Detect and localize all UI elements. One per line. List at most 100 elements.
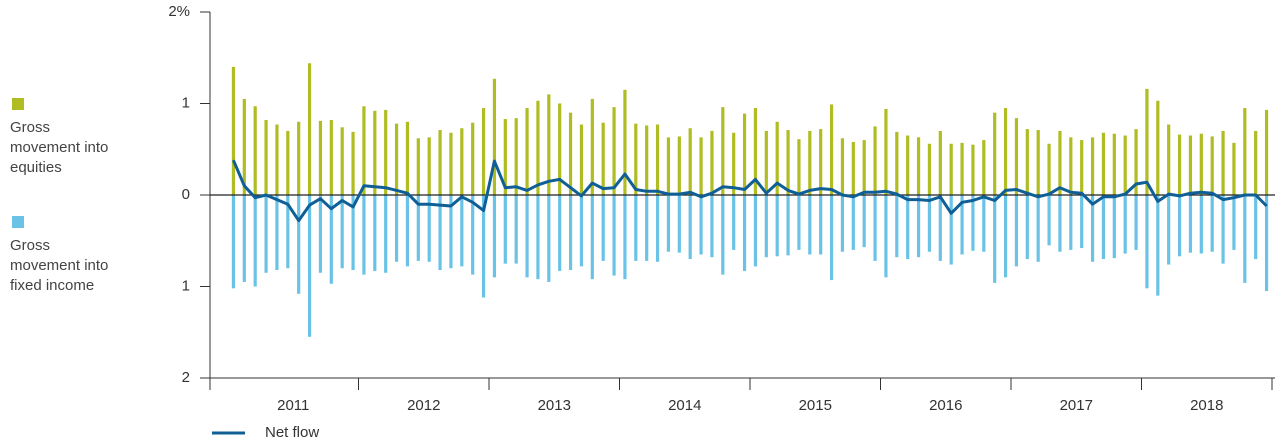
bar [547,195,551,282]
bar [688,128,692,195]
legend-label: Net flow [265,424,319,441]
x-tick-label: 2014 [668,397,701,414]
bar [297,121,301,195]
y-tick-label: 1 [182,94,190,111]
bar [253,106,257,195]
bar [340,195,344,269]
bar [1210,195,1214,252]
bar [634,123,638,195]
bar [275,124,279,195]
bar [449,132,453,195]
bar [1243,195,1247,283]
bar [1014,195,1019,267]
bar [460,195,464,267]
bar [362,106,366,195]
bar [579,195,584,267]
bar [286,195,290,269]
bar [884,195,888,278]
bar [1090,195,1095,262]
bar [1101,132,1106,195]
bar [742,195,747,271]
bar [1199,133,1203,195]
bar [1188,135,1193,195]
bar [1167,195,1171,265]
bar [786,130,790,195]
bar [840,138,845,195]
bar [960,195,964,255]
bar [481,195,486,298]
x-tick-label: 2017 [1060,397,1093,414]
bar [1112,133,1116,195]
bar [394,195,399,262]
bar [764,195,768,258]
net-flow-line [232,159,1268,223]
bar [307,195,312,337]
bar [677,136,681,195]
bar [1156,100,1160,195]
bar [536,100,540,195]
x-tick-label: 2015 [799,397,832,414]
bar [993,195,997,283]
bar [927,143,932,195]
bar [1243,108,1247,195]
x-tick-label: 2011 [277,397,309,414]
bar [1112,195,1116,259]
bar [829,195,834,281]
bar [1264,195,1269,292]
bar [819,129,823,195]
bar [710,195,714,258]
bar [1254,195,1258,260]
bar [558,103,562,195]
bar [1036,195,1040,262]
bar [384,109,388,195]
bar [699,195,703,255]
bar [286,130,290,195]
bar [275,195,279,271]
bar [938,130,942,195]
bar [645,125,649,195]
bar [427,137,431,195]
bar [460,128,464,195]
bar [416,195,420,261]
bar [786,195,790,256]
bar [1123,135,1127,195]
bar [1003,195,1008,278]
bar [471,195,475,275]
bar [895,195,899,258]
bar [318,120,323,195]
bar [623,89,627,195]
bar [753,108,758,195]
bar [1069,137,1073,195]
bar [688,195,692,260]
bar [1047,195,1051,246]
bar [449,195,453,269]
bar [742,113,747,195]
bar [971,195,975,251]
bar [579,124,584,195]
bar [916,195,921,258]
bar [612,195,616,276]
bar [1221,130,1225,195]
bar [873,126,877,195]
bar [1232,195,1236,250]
bar [1145,88,1149,195]
bar [732,195,736,250]
bar [231,66,236,196]
bar [1014,118,1019,195]
bar [862,195,866,248]
bar [677,195,681,253]
bar [851,195,855,250]
bar [1232,142,1236,195]
bar [645,195,649,261]
bar [916,137,921,195]
bar [764,130,768,195]
bar [829,104,834,195]
bar [1177,134,1182,195]
bar [1025,129,1029,195]
bar [808,195,812,255]
bar [427,195,431,262]
bar [1080,195,1084,249]
bar [1025,195,1029,260]
y-tick-label: 2 [182,369,190,386]
